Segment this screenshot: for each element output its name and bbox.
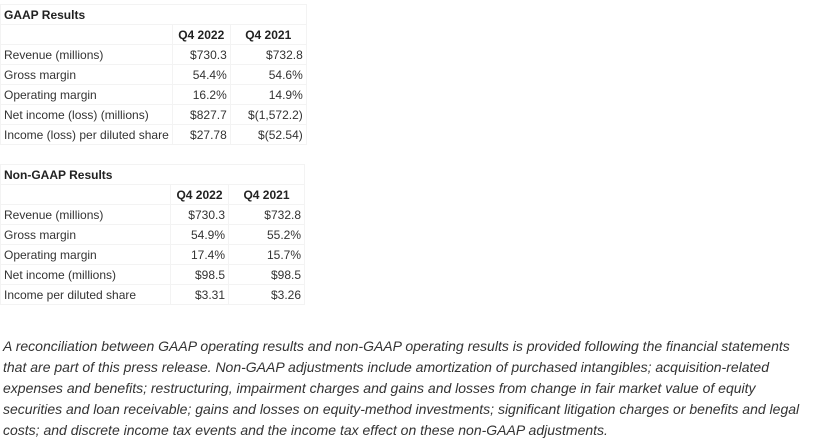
value-cell: $27.78 [171,124,231,145]
row-label: Revenue (millions) [0,44,173,65]
title-row: Non-GAAP Results [0,164,305,185]
data-row: Gross margin 54.4% 54.6% [0,64,307,85]
value-cell: 17.4% [170,244,229,265]
table-title: Non-GAAP Results [0,164,305,185]
data-row: Net income (loss) (millions) $827.7 $(1,57… [0,104,307,125]
row-label: Operating margin [0,244,171,265]
data-row: Operating margin 16.2% 14.9% [0,84,307,105]
column-header: Q4 2021 [228,184,305,205]
value-cell: $827.7 [171,104,231,125]
gaap-table: GAAP Results Q4 2022 Q4 2021 Revenue (milli… [0,4,307,145]
value-cell: 15.7% [228,244,305,265]
column-header: Q4 2021 [229,24,307,45]
column-header: Q4 2022 [171,24,231,45]
header-row: Q4 2022 Q4 2021 [0,24,307,45]
data-row: Revenue (millions) $730.3 $732.8 [0,44,307,65]
data-row: Net income (millions) $98.5 $98.5 [0,264,305,285]
non-gaap-table: Non-GAAP Results Q4 2022 Q4 2021 Revenue (m… [0,164,305,305]
row-label: Gross margin [0,64,173,85]
value-cell: $(52.54) [229,124,307,145]
header-cell [0,24,173,45]
row-label: Income per diluted share [0,284,171,305]
value-cell: 54.9% [170,224,229,245]
data-row: Income per diluted share $3.31 $3.26 [0,284,305,305]
value-cell: 14.9% [229,84,307,105]
row-label: Operating margin [0,84,173,105]
value-cell: 54.6% [229,64,307,85]
header-row: Q4 2022 Q4 2021 [0,184,305,205]
data-row: Revenue (millions) $730.3 $732.8 [0,204,305,225]
value-cell: 54.4% [171,64,231,85]
row-label: Net income (millions) [0,264,171,285]
data-row: Income (loss) per diluted share $27.78 $(5… [0,124,307,145]
row-label: Income (loss) per diluted share [0,124,173,145]
data-row: Operating margin 17.4% 15.7% [0,244,305,265]
value-cell: $732.8 [228,204,305,225]
column-header: Q4 2022 [170,184,229,205]
value-cell: $730.3 [170,204,229,225]
value-cell: $730.3 [171,44,231,65]
table-title: GAAP Results [0,4,307,25]
header-cell [0,184,171,205]
row-label: Revenue (millions) [0,204,171,225]
value-cell: $(1,572.2) [229,104,307,125]
row-label: Gross margin [0,224,171,245]
title-row: GAAP Results [0,4,307,25]
value-cell: $3.26 [228,284,305,305]
value-cell: 55.2% [228,224,305,245]
value-cell: $98.5 [228,264,305,285]
value-cell: $3.31 [170,284,229,305]
value-cell: $732.8 [229,44,307,65]
value-cell: $98.5 [170,264,229,285]
note: A reconciliation between GAAP operating … [3,338,800,438]
row-label: Net income (loss) (millions) [0,104,173,125]
data-row: Gross margin 54.9% 55.2% [0,224,305,245]
value-cell: 16.2% [171,84,231,105]
